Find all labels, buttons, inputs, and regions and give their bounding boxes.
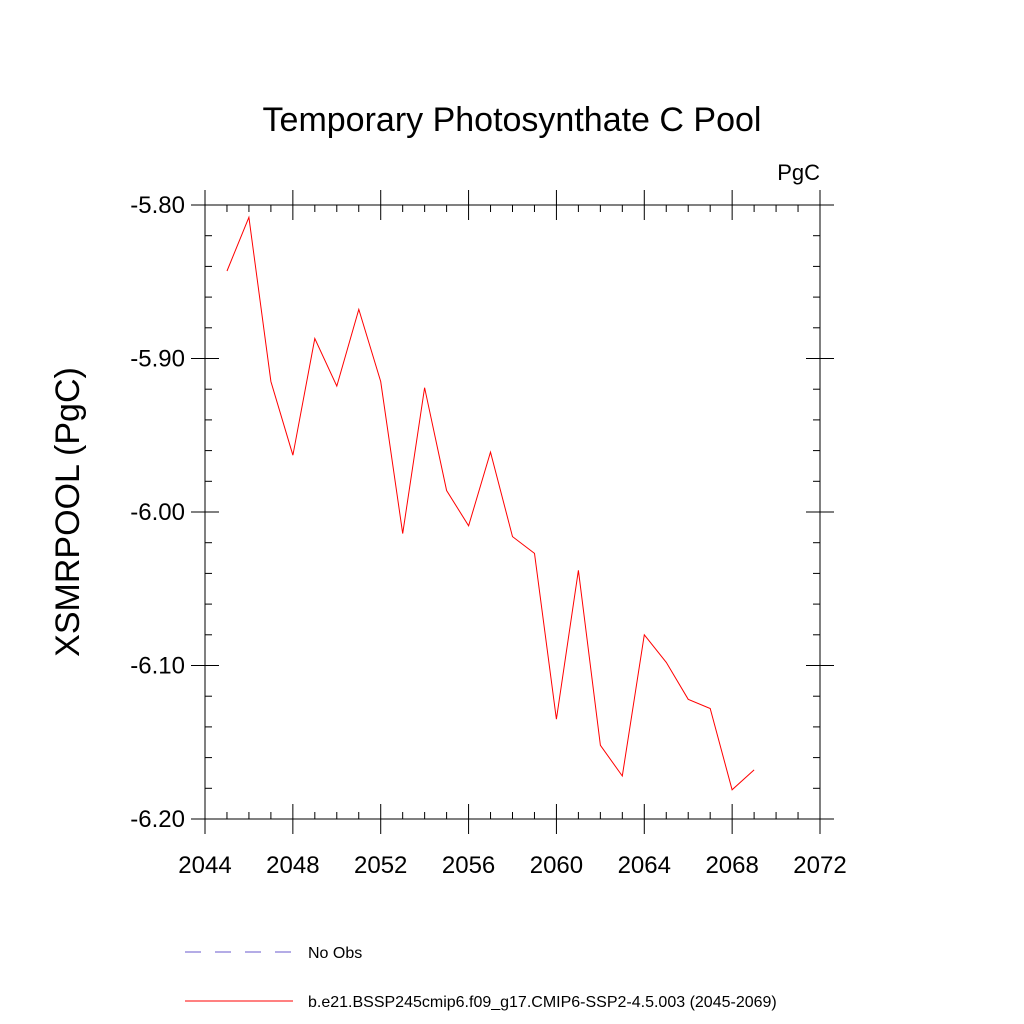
legend-label-model-run: b.e21.BSSP245cmip6.f09_g17.CMIP6-SSP2-4.… <box>308 994 777 1011</box>
x-tick-label: 2060 <box>530 852 583 879</box>
plot-frame <box>204 204 821 820</box>
series-line-0 <box>226 215 755 791</box>
y-tick-label: -6.20 <box>130 806 185 833</box>
x-tick-label: 2052 <box>354 852 407 879</box>
x-tick-label: 2056 <box>442 852 495 879</box>
x-tick-label: 2064 <box>618 852 671 879</box>
y-tick-label: -6.10 <box>130 653 185 680</box>
chart-title: Temporary Photosynthate C Pool <box>263 101 762 139</box>
y-tick-label: -6.00 <box>130 499 185 526</box>
y-tick-label: -5.90 <box>130 346 185 373</box>
y-tick-label: -5.80 <box>130 192 185 219</box>
y-axis-label: XSMRPOOL (PgC) <box>49 367 87 657</box>
units-label: PgC <box>777 160 820 185</box>
x-tick-label: 2044 <box>178 852 231 879</box>
series-layer <box>226 215 755 791</box>
axis-ticks <box>191 190 834 834</box>
x-tick-label: 2068 <box>705 852 758 879</box>
legend: No Obs b.e21.BSSP245cmip6.f09_g17.CMIP6-… <box>185 945 777 1011</box>
axis-tick-labels: 2044 2048 2052 2056 2060 2064 2068 2072 -5.80 -5.… <box>130 192 846 879</box>
x-tick-label: 2048 <box>266 852 319 879</box>
legend-label-no-obs: No Obs <box>308 945 362 962</box>
x-tick-label: 2072 <box>793 852 846 879</box>
